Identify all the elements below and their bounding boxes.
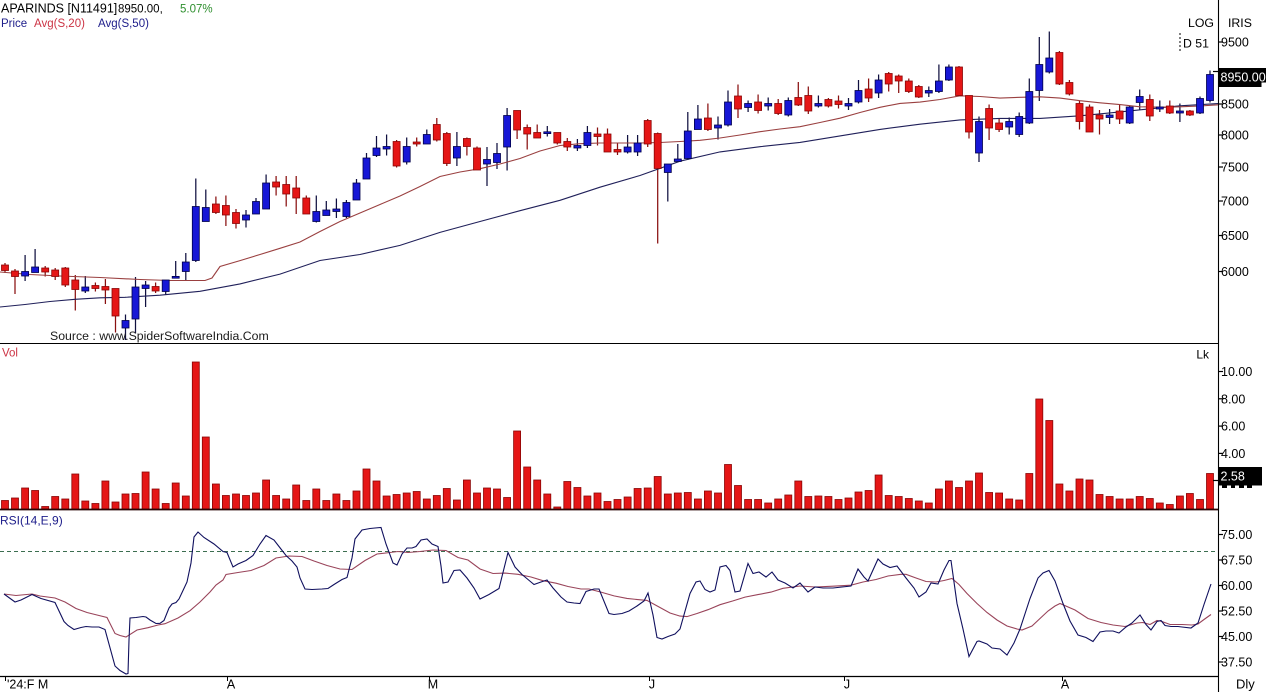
svg-text:8500: 8500 — [1221, 98, 1249, 112]
svg-text:6.00: 6.00 — [1221, 420, 1245, 434]
svg-text:Avg(S,20): Avg(S,20) — [34, 18, 85, 30]
svg-text:APARINDS [N11491]: APARINDS [N11491] — [1, 2, 117, 16]
svg-text:A: A — [227, 678, 236, 692]
svg-text:Vol: Vol — [2, 348, 18, 360]
svg-text:75.00: 75.00 — [1221, 528, 1252, 542]
svg-text:J: J — [844, 678, 850, 692]
svg-text:2.58: 2.58 — [1221, 470, 1245, 484]
svg-text:9500: 9500 — [1221, 36, 1249, 50]
svg-text:7000: 7000 — [1221, 195, 1249, 209]
svg-text:5.07%: 5.07% — [180, 4, 213, 16]
svg-text:7500: 7500 — [1221, 161, 1249, 175]
svg-text:10.00: 10.00 — [1221, 365, 1252, 379]
svg-text:J: J — [649, 678, 655, 692]
svg-text:RSI(14,E,9): RSI(14,E,9) — [0, 514, 63, 528]
svg-text:D 51: D 51 — [1183, 37, 1209, 51]
svg-text:IRIS: IRIS — [1228, 16, 1252, 30]
svg-text:45.00: 45.00 — [1221, 630, 1252, 644]
svg-text:8000: 8000 — [1221, 129, 1249, 143]
svg-text:60.00: 60.00 — [1221, 579, 1252, 593]
svg-text:6000: 6000 — [1221, 265, 1249, 279]
svg-text:Source : www.SpiderSoftwareInd: Source : www.SpiderSoftwareIndia.Com — [50, 329, 269, 343]
svg-text:A: A — [1061, 678, 1070, 692]
svg-text:67.50: 67.50 — [1221, 554, 1252, 568]
svg-text:Avg(S,50): Avg(S,50) — [98, 18, 149, 30]
svg-text:Dly: Dly — [1236, 677, 1255, 692]
svg-text:52.50: 52.50 — [1221, 605, 1252, 619]
svg-text:8950.00: 8950.00 — [1221, 71, 1266, 85]
svg-text:LOG: LOG — [1188, 16, 1214, 30]
svg-text:'24:F M: '24:F M — [7, 678, 48, 692]
svg-text:4.00: 4.00 — [1221, 447, 1245, 461]
svg-text:Price: Price — [1, 18, 27, 30]
svg-text:Lk: Lk — [1196, 348, 1210, 362]
svg-text:6500: 6500 — [1221, 229, 1249, 243]
svg-text:8.00: 8.00 — [1221, 392, 1245, 406]
svg-text:M: M — [428, 678, 438, 692]
svg-text:8950.00,: 8950.00, — [118, 4, 163, 16]
svg-text:37.50: 37.50 — [1221, 656, 1252, 670]
